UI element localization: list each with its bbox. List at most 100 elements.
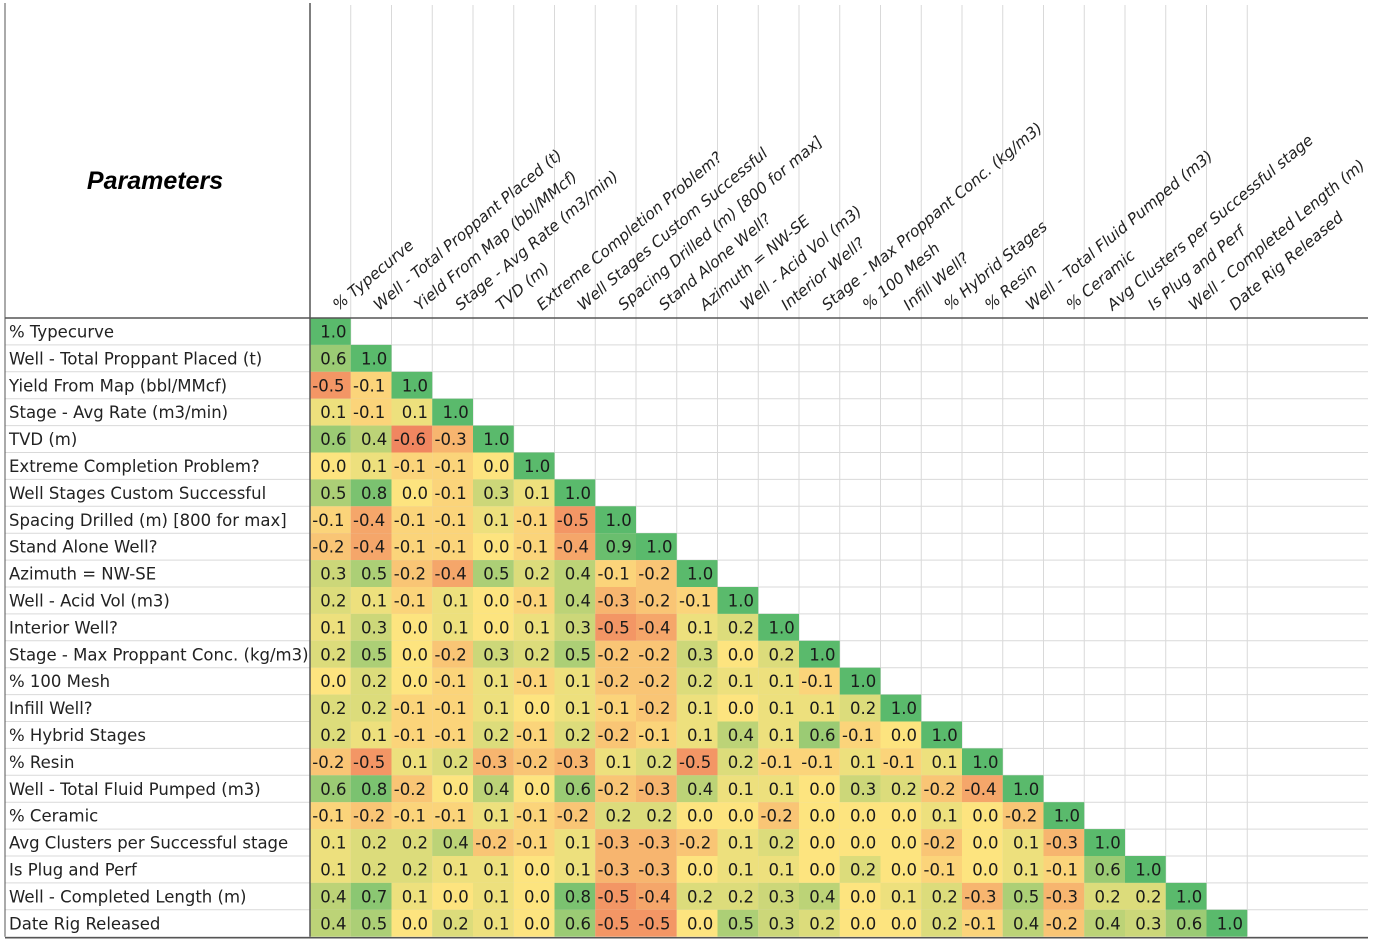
heatmap-cell	[880, 909, 922, 937]
heatmap-cell	[1002, 829, 1044, 856]
cell-value: -0.3	[964, 887, 996, 906]
cell-value: 1.0	[769, 618, 795, 637]
heatmap-cell	[921, 856, 962, 883]
heatmap-cell	[391, 398, 433, 426]
heatmap-cell	[676, 640, 718, 668]
cell-value: 0.2	[646, 753, 672, 772]
heatmap-cell	[636, 775, 677, 803]
cell-value: 0.2	[687, 887, 713, 906]
heatmap-cell	[513, 802, 555, 830]
heatmap-cell	[310, 721, 351, 749]
heatmap-cell	[432, 479, 473, 507]
cell-value: -0.1	[516, 538, 548, 557]
cell-value: 0.2	[850, 860, 876, 879]
cell-value: -0.2	[475, 834, 507, 853]
heatmap-cell	[350, 613, 392, 641]
heatmap-cell	[921, 775, 962, 803]
heatmap-cells	[310, 318, 1248, 937]
cell-value: 0.3	[850, 780, 876, 799]
cell-value: -0.1	[435, 484, 467, 503]
heatmap-cell	[513, 452, 555, 480]
heatmap-cell	[391, 640, 433, 668]
heatmap-cell	[636, 802, 677, 830]
heatmap-cell	[513, 640, 555, 668]
cell-value: 0.3	[769, 887, 795, 906]
heatmap-cell	[676, 694, 718, 722]
heatmap-cell	[513, 882, 555, 910]
cell-value: 0.2	[932, 887, 958, 906]
cell-value: 0.1	[769, 860, 795, 879]
heatmap-cell	[473, 694, 514, 722]
cell-value: 0.0	[972, 860, 998, 879]
heatmap-cell	[513, 613, 555, 641]
heatmap-cell	[595, 506, 636, 534]
cell-value: -0.1	[516, 672, 548, 691]
cell-value: 0.3	[361, 618, 387, 637]
cell-value: -0.2	[638, 565, 670, 584]
heatmap-cell	[350, 452, 392, 480]
cell-value: 0.2	[809, 914, 835, 933]
cell-value: 0.1	[483, 914, 509, 933]
heatmap-cell	[473, 479, 514, 507]
cell-value: 1.0	[320, 322, 346, 341]
heatmap-cell	[717, 856, 759, 883]
heatmap-cell	[1043, 829, 1085, 856]
cell-value: 0.6	[809, 726, 835, 745]
heatmap-cell	[432, 694, 473, 722]
heatmap-cell	[310, 452, 351, 480]
cell-value: 0.5	[361, 914, 387, 933]
heatmap-cell	[717, 694, 759, 722]
heatmap-cell	[1043, 882, 1085, 910]
cell-value: 0.1	[565, 834, 591, 853]
cell-value: 0.3	[483, 484, 509, 503]
heatmap-cell	[1084, 856, 1125, 883]
cell-value: 0.2	[320, 591, 346, 610]
row-label: Well - Completed Length (m)	[9, 887, 246, 906]
heatmap-cell	[432, 829, 473, 856]
cell-value: -0.1	[394, 511, 426, 530]
heatmap-cell	[921, 882, 962, 910]
cell-value: 0.4	[565, 591, 591, 610]
cell-value: -0.3	[638, 780, 670, 799]
column-label: Well - Completed Length (m)	[1185, 156, 1368, 314]
cell-value: 1.0	[932, 726, 958, 745]
cell-value: 0.5	[728, 914, 754, 933]
cell-value: 0.1	[769, 780, 795, 799]
heatmap-cell	[717, 721, 759, 749]
cell-value: 0.2	[565, 726, 591, 745]
cell-value: -0.4	[638, 618, 670, 637]
heatmap-cell	[350, 506, 392, 534]
cell-value: 0.2	[320, 726, 346, 745]
heatmap-cell	[595, 587, 636, 614]
heatmap-cell	[758, 775, 799, 803]
heatmap-cell	[513, 748, 555, 776]
cell-value: 0.1	[565, 699, 591, 718]
heatmap-cell	[391, 802, 433, 830]
heatmap-cell	[1043, 802, 1085, 830]
heatmap-cell	[758, 829, 799, 856]
cell-value: 0.3	[1135, 914, 1161, 933]
cell-value: 0.4	[809, 887, 835, 906]
cell-value: 0.9	[606, 538, 632, 557]
heatmap-cell	[391, 775, 433, 803]
heatmap-cell	[391, 909, 433, 937]
cell-value: 0.1	[1013, 860, 1039, 879]
heatmap-cell	[636, 909, 677, 937]
cell-value: -0.2	[598, 672, 630, 691]
cell-value: -0.5	[598, 887, 630, 906]
heatmap-cell	[595, 560, 636, 587]
heatmap-cell	[758, 882, 799, 910]
row-label: Spacing Drilled (m) [800 for max]	[9, 511, 287, 530]
heatmap-cell	[1043, 909, 1085, 937]
cell-value: 1.0	[728, 591, 754, 610]
heatmap-cell	[513, 721, 555, 749]
heatmap-cell	[513, 560, 555, 587]
heatmap-cell	[432, 775, 473, 803]
heatmap-cell	[595, 802, 636, 830]
cell-value: 1.0	[443, 403, 469, 422]
heatmap-cell	[350, 533, 392, 561]
heatmap-cell	[310, 640, 351, 668]
heatmap-cell	[432, 640, 473, 668]
cell-value: -0.1	[394, 591, 426, 610]
heatmap-cell	[717, 748, 759, 776]
